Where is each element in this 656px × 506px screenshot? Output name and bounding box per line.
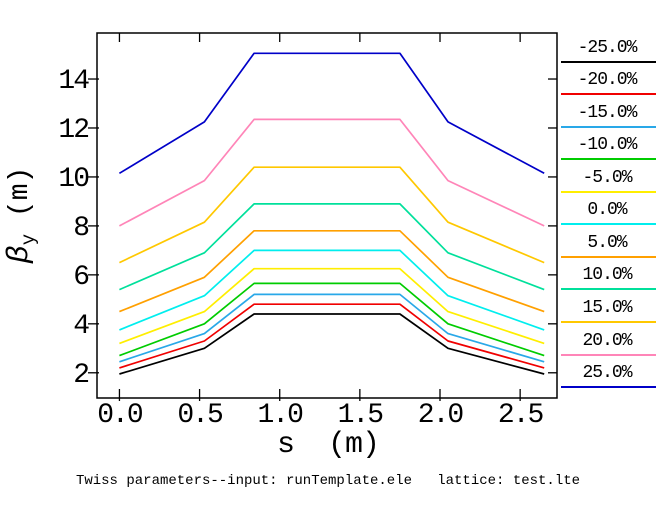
legend-label: 15.0% <box>582 298 632 319</box>
x-tick-label: 0.0 <box>97 400 143 431</box>
y-axis-title: βy (m) <box>3 166 40 264</box>
y-axis-units: (m) <box>5 166 37 234</box>
legend-swatch-line <box>561 353 656 356</box>
series-line-10.0% <box>119 203 545 291</box>
plot-frame <box>96 32 558 399</box>
legend-label: -15.0% <box>577 102 638 123</box>
legend-swatch-line <box>561 190 656 193</box>
legend-swatch-line <box>561 93 656 96</box>
x-tick-label: 0.5 <box>177 400 223 431</box>
series-line--25.0% <box>119 313 545 375</box>
x-tick-label: 1.5 <box>337 400 384 431</box>
legend-swatch-line <box>561 288 656 291</box>
y-tick-label: 10 <box>58 163 90 195</box>
legend-swatch-line <box>561 60 656 63</box>
series-line--20.0% <box>119 303 545 369</box>
x-axis-title: s (m) <box>276 428 380 462</box>
x-tick-label: 2.5 <box>497 400 544 431</box>
legend-label: 25.0% <box>582 363 632 384</box>
series-line--15.0% <box>119 293 545 363</box>
legend-swatch-line <box>561 386 656 389</box>
y-tick-label: 8 <box>73 212 90 244</box>
series-line--5.0% <box>119 267 545 345</box>
legend-label: -5.0% <box>582 167 632 188</box>
beta-symbol: β <box>3 245 38 264</box>
y-tick-label: 6 <box>73 261 90 293</box>
legend-label: 5.0% <box>587 232 627 253</box>
legend-swatch-line <box>561 125 656 128</box>
beta-subscript: y <box>17 233 40 246</box>
y-tick-label: 4 <box>73 310 90 342</box>
legend-swatch-line <box>561 223 656 226</box>
legend-swatch-line <box>561 321 656 324</box>
legend: -25.0% -20.0% -15.0% -10.0% -5.0% 0.0% 5.0% 10.… <box>558 0 656 506</box>
x-tick-label: 2.0 <box>417 400 464 431</box>
series-line-0.0% <box>119 249 545 331</box>
legend-label: 0.0% <box>587 200 627 221</box>
series-line-25.0% <box>118 52 545 175</box>
y-tick-label: 2 <box>73 359 90 391</box>
y-tick-label: 14 <box>58 66 90 98</box>
series-line-20.0% <box>119 118 545 227</box>
series-line-15.0% <box>119 166 545 264</box>
legend-label: 10.0% <box>582 265 632 286</box>
plot-caption: Twiss parameters--input: runTemplate.ele… <box>75 473 581 489</box>
series-line--10.0% <box>119 282 545 357</box>
legend-label: -10.0% <box>577 135 638 156</box>
legend-swatch-line <box>561 158 656 161</box>
legend-label: 20.0% <box>582 330 632 351</box>
legend-label: -25.0% <box>577 37 638 58</box>
legend-swatch-line <box>561 255 656 258</box>
legend-label: -20.0% <box>577 70 638 91</box>
y-tick-label: 12 <box>58 114 90 146</box>
x-tick-label: 1.0 <box>257 400 303 431</box>
series-line-5.0% <box>119 229 545 313</box>
